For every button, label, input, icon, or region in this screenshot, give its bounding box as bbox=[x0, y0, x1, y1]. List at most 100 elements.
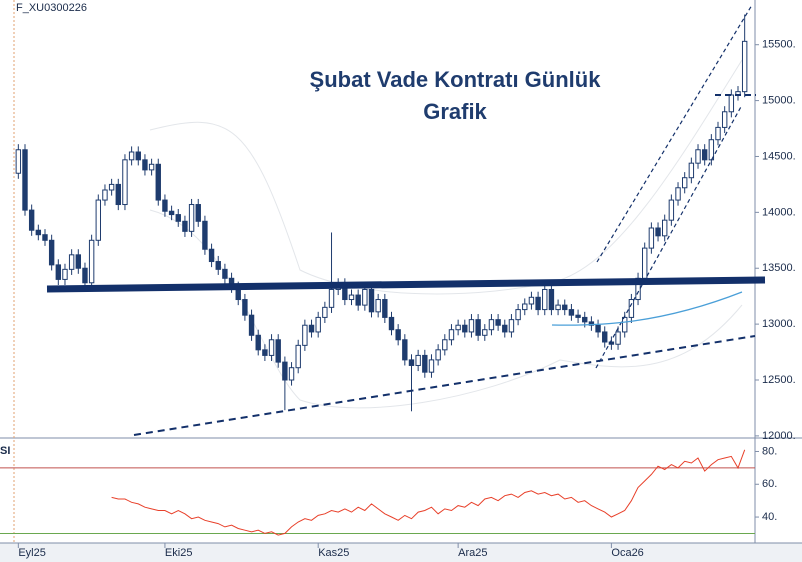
candle-body bbox=[68, 254, 75, 270]
candle-body bbox=[162, 199, 168, 212]
candle-body bbox=[315, 316, 321, 333]
candle-body bbox=[542, 288, 548, 311]
candle-body bbox=[475, 319, 481, 336]
x-tick-label: Kas25 bbox=[318, 547, 349, 559]
candle-body bbox=[388, 316, 395, 331]
candle-body bbox=[495, 319, 501, 326]
candle-body bbox=[288, 367, 295, 381]
candle-body bbox=[708, 139, 715, 161]
x-axis-band bbox=[0, 543, 802, 562]
candle-body bbox=[122, 159, 128, 206]
candle-body bbox=[55, 264, 62, 280]
candle-body bbox=[555, 304, 561, 311]
candle-body bbox=[322, 306, 328, 318]
candle-body bbox=[128, 151, 135, 161]
candle-body bbox=[695, 149, 701, 164]
candle-body bbox=[622, 316, 628, 333]
candle-body bbox=[15, 149, 22, 174]
candle-body bbox=[275, 339, 281, 363]
chart-title: Şubat Vade Kontratı Günlük Grafik bbox=[309, 67, 601, 124]
candle-body bbox=[535, 296, 541, 311]
y-tick-label: 15000. bbox=[762, 94, 796, 106]
rsi-line bbox=[111, 449, 746, 536]
resistance-line bbox=[46, 276, 766, 293]
candle-body bbox=[662, 219, 668, 237]
y-tick-label: 80. bbox=[762, 445, 777, 457]
support-trendline bbox=[133, 335, 756, 436]
y-tick-label: 12500. bbox=[762, 374, 796, 386]
indicator-label: SI bbox=[0, 445, 10, 457]
candle-body bbox=[48, 239, 55, 266]
candle-body bbox=[688, 162, 695, 179]
candle-body bbox=[502, 324, 508, 333]
candle-body bbox=[455, 324, 461, 331]
candle-body bbox=[568, 309, 575, 316]
candle-body bbox=[415, 354, 421, 366]
y-tick-label: 14000. bbox=[762, 206, 796, 218]
candle-body bbox=[575, 314, 581, 318]
candle-body bbox=[282, 361, 288, 381]
candle-body bbox=[668, 199, 675, 221]
candle-body bbox=[35, 229, 42, 236]
candle-body bbox=[482, 329, 488, 336]
candle-body bbox=[328, 288, 335, 308]
candle-body bbox=[82, 267, 88, 284]
candle-body bbox=[395, 329, 401, 341]
candle-body bbox=[108, 183, 115, 191]
candle-body bbox=[188, 204, 195, 232]
candle-body bbox=[115, 183, 121, 206]
candle-body bbox=[442, 339, 448, 351]
candle-body bbox=[348, 294, 355, 301]
candle-body bbox=[448, 329, 455, 341]
candle-body bbox=[681, 177, 688, 189]
symbol-label: F_XU0300226 bbox=[16, 2, 87, 14]
candle-body bbox=[95, 199, 101, 241]
candle-body bbox=[615, 331, 621, 345]
candle-body bbox=[302, 324, 308, 346]
candle-body bbox=[528, 296, 535, 305]
upper-band bbox=[149, 59, 743, 295]
candle-body bbox=[242, 299, 248, 316]
x-tick-label: Ara25 bbox=[458, 547, 487, 559]
candle-body bbox=[88, 239, 95, 284]
candle-body bbox=[428, 359, 435, 373]
marks: 12000. 12500. 13000. 13500. 14000. 14500. 1500… bbox=[0, 14, 796, 559]
candle-body bbox=[642, 247, 648, 279]
candle-body bbox=[368, 288, 375, 313]
channel-upper bbox=[596, 4, 753, 263]
candle-body bbox=[468, 319, 475, 333]
candle-body bbox=[675, 187, 681, 201]
candle-body bbox=[42, 234, 48, 241]
candle-body bbox=[655, 227, 661, 237]
y-tick-label: 40. bbox=[762, 511, 777, 523]
candle-body bbox=[648, 227, 655, 249]
candle-body bbox=[515, 309, 521, 321]
candle-body bbox=[182, 220, 188, 232]
candle-body bbox=[222, 268, 228, 279]
candle-body bbox=[595, 324, 601, 333]
x-tick-label: Oca26 bbox=[611, 547, 643, 559]
candle-body bbox=[255, 334, 261, 351]
candle-body bbox=[422, 354, 428, 373]
candle-body bbox=[701, 149, 708, 161]
candle-body bbox=[382, 299, 388, 318]
y-tick-label: 15500. bbox=[762, 39, 796, 51]
candle-body bbox=[62, 268, 68, 280]
candle-body bbox=[295, 344, 301, 369]
candle-body bbox=[28, 209, 35, 231]
y-tick-label: 14500. bbox=[762, 150, 796, 162]
moving-average bbox=[551, 291, 743, 326]
y-tick-label: 12000. bbox=[762, 430, 796, 442]
candle-body bbox=[362, 288, 368, 306]
candle-body bbox=[202, 220, 208, 250]
candle-body bbox=[488, 319, 495, 331]
x-tick-label: Eyl25 bbox=[18, 547, 46, 559]
candle-body bbox=[728, 94, 735, 113]
x-tick-label: Eki25 bbox=[165, 547, 193, 559]
candle-body bbox=[75, 254, 82, 269]
channel-lower bbox=[595, 104, 743, 369]
candle-body bbox=[548, 288, 555, 311]
candle-body bbox=[435, 349, 441, 361]
